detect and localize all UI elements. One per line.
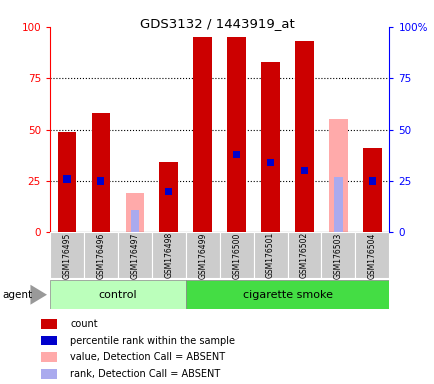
- Bar: [41, 319, 56, 329]
- Text: GSM176504: GSM176504: [367, 232, 376, 278]
- Bar: [185, 232, 219, 278]
- Text: value, Detection Call = ABSENT: value, Detection Call = ABSENT: [70, 352, 225, 362]
- Bar: [159, 162, 178, 232]
- Bar: [97, 177, 104, 185]
- Text: agent: agent: [2, 290, 32, 300]
- Bar: [58, 132, 76, 232]
- Bar: [41, 336, 56, 346]
- Text: GSM176500: GSM176500: [232, 232, 240, 278]
- Text: GSM176499: GSM176499: [198, 232, 207, 278]
- Bar: [219, 232, 253, 278]
- Bar: [198, 173, 207, 232]
- Bar: [84, 232, 118, 278]
- Text: rank, Detection Call = ABSENT: rank, Detection Call = ABSENT: [70, 369, 220, 379]
- Bar: [41, 369, 56, 379]
- Bar: [151, 232, 185, 278]
- Polygon shape: [30, 285, 47, 305]
- Text: control: control: [99, 290, 137, 300]
- Text: GDS3132 / 1443919_at: GDS3132 / 1443919_at: [140, 17, 294, 30]
- Bar: [362, 148, 381, 232]
- Bar: [118, 232, 151, 278]
- Bar: [253, 232, 287, 278]
- Bar: [321, 232, 355, 278]
- Text: percentile rank within the sample: percentile rank within the sample: [70, 336, 234, 346]
- Text: GSM176501: GSM176501: [266, 232, 274, 278]
- Bar: [287, 232, 321, 278]
- Bar: [63, 175, 70, 182]
- Text: GSM176497: GSM176497: [130, 232, 139, 278]
- Text: GSM176502: GSM176502: [299, 232, 308, 278]
- Text: cigarette smoke: cigarette smoke: [242, 290, 332, 300]
- Bar: [193, 37, 211, 232]
- Bar: [130, 210, 139, 232]
- Bar: [368, 177, 375, 185]
- Bar: [266, 159, 273, 166]
- Bar: [300, 167, 307, 174]
- Bar: [41, 352, 56, 362]
- Bar: [355, 232, 388, 278]
- Bar: [185, 280, 388, 309]
- Bar: [165, 188, 172, 195]
- Bar: [193, 47, 211, 232]
- Text: GSM176496: GSM176496: [96, 232, 105, 278]
- Bar: [50, 232, 84, 278]
- Bar: [261, 62, 279, 232]
- Bar: [92, 113, 110, 232]
- Text: GSM176495: GSM176495: [62, 232, 71, 278]
- Bar: [333, 177, 342, 232]
- Bar: [329, 119, 347, 232]
- Bar: [50, 280, 185, 309]
- Bar: [125, 193, 144, 232]
- Text: GSM176498: GSM176498: [164, 232, 173, 278]
- Text: count: count: [70, 319, 97, 329]
- Text: GSM176503: GSM176503: [333, 232, 342, 278]
- Bar: [295, 41, 313, 232]
- Bar: [233, 151, 240, 158]
- Bar: [227, 37, 245, 232]
